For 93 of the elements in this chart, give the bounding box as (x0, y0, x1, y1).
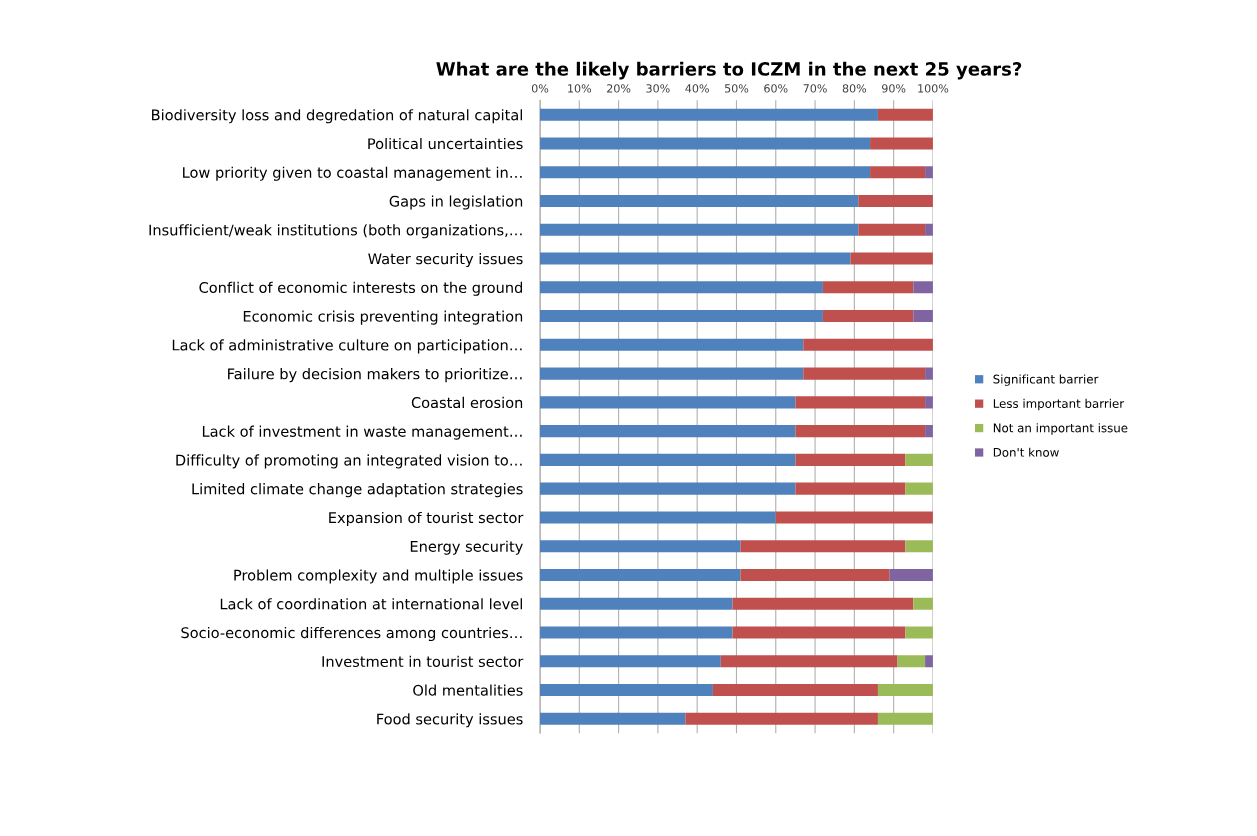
bar (905, 453, 933, 466)
bar (540, 540, 741, 553)
bar (540, 310, 823, 323)
bar (740, 568, 890, 581)
y-tick-label: Failure by decision makers to prioritize… (228, 368, 522, 383)
bar (905, 482, 933, 495)
bar (877, 108, 933, 121)
bar (540, 166, 871, 179)
bar (540, 712, 686, 725)
y-tick-label: Difficulty of promoting an integrated vision to… (176, 454, 522, 469)
bar (540, 338, 804, 351)
bar (877, 683, 933, 697)
bar (913, 310, 933, 323)
y-tick-label: Biodiversity loss and degredation of natural capital (152, 109, 522, 124)
y-tick-label: Problem complexity and multiple issues (234, 569, 523, 584)
y-tick-label: Lack of administrative culture on participation… (172, 339, 522, 354)
bar (540, 511, 776, 524)
bar (740, 540, 906, 553)
x-tick-label: 80% (842, 84, 867, 93)
chart-title: What are the likely barriers to ICZM in the next 25 years? (436, 61, 1022, 80)
x-tick-label: 60% (764, 84, 788, 93)
bar (540, 108, 878, 121)
bar (913, 597, 933, 610)
legend-label: Significant barrier (993, 374, 1099, 386)
y-tick-label: Lack of investment in waste management… (202, 425, 522, 440)
legend-label: Not an important issue (993, 423, 1128, 435)
y-tick-label: Low priority given to coastal management in… (183, 166, 522, 181)
bar (870, 166, 926, 179)
bar (540, 425, 796, 438)
y-tick-label: Expansion of tourist sector (329, 511, 524, 526)
bar (540, 137, 871, 150)
bar (732, 626, 906, 639)
bar (858, 194, 933, 208)
y-tick-label: Limited climate change adaptation strategies (192, 483, 523, 498)
bar (540, 396, 796, 409)
bar (795, 396, 926, 409)
legend-label: Less important barrier (993, 398, 1125, 411)
bar (889, 568, 933, 581)
bar (540, 568, 741, 581)
bar (540, 223, 859, 236)
legend-label: Don't know (993, 447, 1059, 457)
bar (685, 712, 878, 725)
bar (540, 482, 796, 495)
bar (795, 425, 926, 438)
bar (540, 683, 713, 697)
bar (803, 338, 933, 351)
y-tick-label: Food security issues (377, 713, 523, 728)
y-tick-label: Coastal erosion (411, 396, 523, 409)
bar (712, 683, 878, 697)
x-tick-label: 30% (646, 84, 670, 93)
y-tick-label: Conflict of economic interests on the ground (199, 281, 523, 296)
bar (905, 540, 933, 553)
bar (540, 453, 796, 466)
bar (913, 281, 933, 294)
bar (540, 252, 851, 265)
y-tick-label: Insufficient/weak institutions (both organizations,… (149, 224, 522, 239)
bar (877, 712, 933, 725)
y-tick-label: Political uncertainties (368, 137, 523, 150)
bar (850, 252, 933, 265)
bar (822, 281, 914, 294)
bar (540, 194, 859, 208)
x-tick-label: 40% (685, 84, 709, 93)
y-tick-label: Energy security (410, 540, 523, 555)
bar (870, 137, 933, 150)
bar (858, 223, 926, 236)
bar (905, 626, 933, 639)
y-tick-label: Lack of coordination at international level (220, 598, 522, 610)
bar (720, 655, 898, 668)
bar (822, 310, 914, 323)
x-tick-label: 0% (531, 84, 549, 93)
x-tick-label: 70% (803, 84, 827, 93)
bar (775, 511, 933, 524)
bar (540, 597, 733, 610)
bar (540, 626, 733, 639)
x-tick-label: 100% (918, 84, 949, 93)
y-tick-label: Investment in tourist sector (322, 655, 524, 667)
bar (795, 453, 906, 466)
y-tick-label: Socio-economic differences among countries… (181, 626, 522, 642)
x-tick-label: 10% (568, 84, 592, 93)
bar (897, 655, 926, 668)
bar (540, 367, 804, 380)
y-tick-label: Old mentalities (413, 684, 523, 696)
x-tick-label: 20% (607, 84, 631, 93)
bar (795, 482, 906, 495)
bar (803, 367, 926, 380)
x-tick-label: 90% (882, 84, 906, 93)
y-tick-label: Gaps in legislation (389, 195, 523, 210)
x-tick-label: 50% (724, 84, 749, 93)
bar (540, 655, 721, 668)
bar (540, 281, 823, 294)
bar (732, 597, 914, 610)
y-tick-label: Water security issues (368, 252, 523, 268)
y-tick-label: Economic crisis preventing integration (243, 310, 523, 325)
